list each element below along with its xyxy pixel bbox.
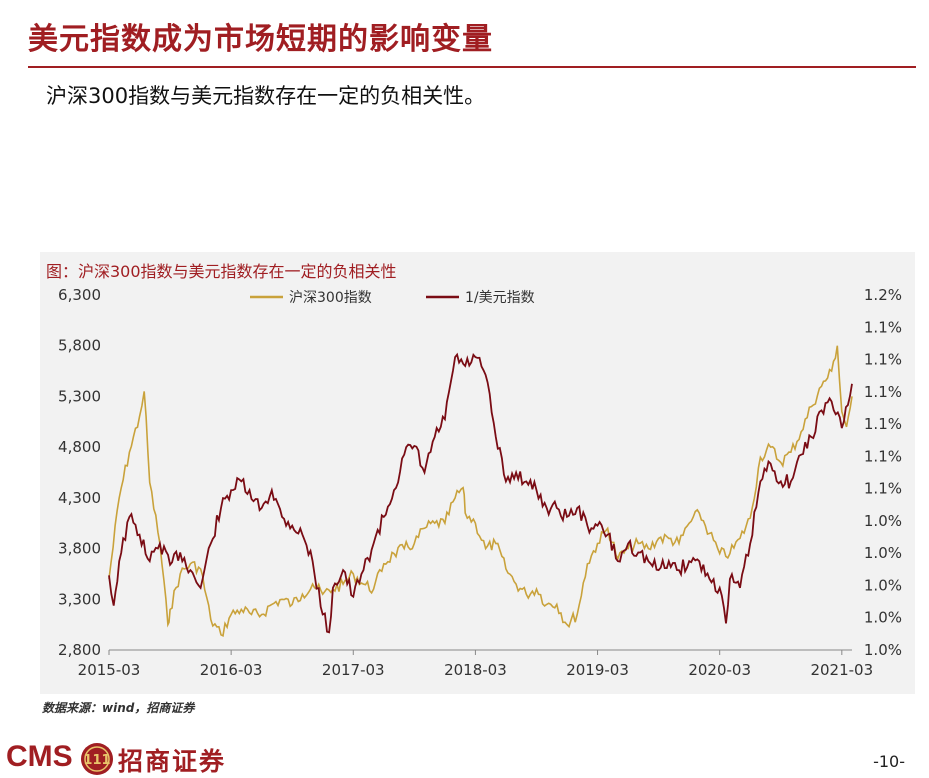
y-left-tick-label: 6,300 <box>58 286 101 304</box>
line-chart: 2,800 3,300 3,800 4,300 4,800 5,300 5,800 6,300… <box>58 286 902 679</box>
y-right-tick-label: 1.0% <box>864 609 902 627</box>
series-line-usd-inverse <box>108 352 853 634</box>
y-right-tick-label: 1.0% <box>864 544 902 562</box>
y-left-tick-label: 5,800 <box>58 337 101 355</box>
x-tick-label: 2021-03 <box>810 661 873 679</box>
y-right-tick-label: 1.1% <box>864 480 902 498</box>
y-right-tick-label: 1.0% <box>864 576 902 594</box>
y-right-tick-label: 1.0% <box>864 641 902 659</box>
y-left-tick-label: 4,300 <box>58 489 101 507</box>
y-right-tick-label: 1.1% <box>864 351 902 369</box>
series-line-csi300 <box>108 345 853 638</box>
y-left-tick-label: 5,300 <box>58 387 101 405</box>
y-left-tick-label: 3,300 <box>58 590 101 608</box>
y-right-tick-label: 1.1% <box>864 383 902 401</box>
chart-title: 图：沪深300指数与美元指数存在一定的负相关性 <box>46 262 397 281</box>
x-tick-label: 2015-03 <box>78 661 141 679</box>
y-right-tick-label: 1.1% <box>864 318 902 336</box>
x-tick-label: 2018-03 <box>444 661 507 679</box>
logo-badge-text: 111 <box>83 753 110 768</box>
x-tick-label: 2019-03 <box>566 661 629 679</box>
legend-label-csi300: 沪深300指数 <box>289 290 372 306</box>
company-name: 招商证券 <box>118 747 227 776</box>
y-right-tick-label: 1.2% <box>864 286 902 304</box>
y-left-tick-label: 4,800 <box>58 438 101 456</box>
y-left-tick-label: 2,800 <box>58 641 101 659</box>
title-divider <box>28 66 916 68</box>
y-left-tick-label: 3,800 <box>58 540 101 558</box>
legend-label-usd-inverse: 1/美元指数 <box>465 290 535 306</box>
x-tick-label: 2016-03 <box>200 661 263 679</box>
slide-subtitle: 沪深300指数与美元指数存在一定的负相关性。 <box>46 84 486 108</box>
page-number: -10- <box>873 752 905 771</box>
y-right-tick-label: 1.1% <box>864 415 902 433</box>
company-logo-icon: 111 <box>81 743 113 775</box>
y-right-tick-label: 1.1% <box>864 447 902 465</box>
slide-title: 美元指数成为市场短期的影响变量 <box>28 22 493 57</box>
chart-panel <box>40 252 915 694</box>
cms-logo-text: CMS <box>6 740 73 773</box>
y-right-tick-label: 1.0% <box>864 512 902 530</box>
data-source-note: 数据来源：wind，招商证券 <box>42 701 195 715</box>
x-tick-label: 2020-03 <box>688 661 751 679</box>
x-tick-label: 2017-03 <box>322 661 385 679</box>
